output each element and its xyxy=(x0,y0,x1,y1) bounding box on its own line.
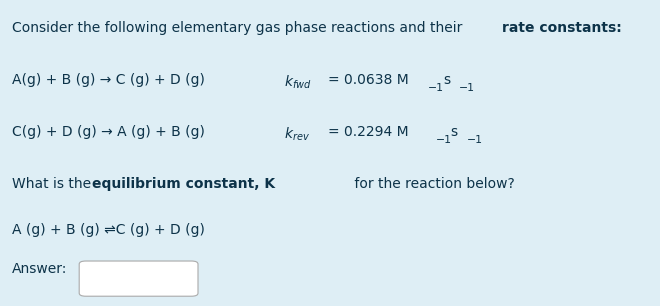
Text: s: s xyxy=(451,125,458,140)
Text: −1: −1 xyxy=(428,83,444,93)
Text: = 0.0638 M: = 0.0638 M xyxy=(328,73,409,88)
Text: = 0.2294 M: = 0.2294 M xyxy=(328,125,409,140)
Text: A (g) + B (g) ⇌C (g) + D (g): A (g) + B (g) ⇌C (g) + D (g) xyxy=(12,223,205,237)
Text: A(g) + B (g) → C (g) + D (g): A(g) + B (g) → C (g) + D (g) xyxy=(12,73,218,88)
Text: C(g) + D (g) → A (g) + B (g): C(g) + D (g) → A (g) + B (g) xyxy=(12,125,218,140)
Text: equilibrium constant, K: equilibrium constant, K xyxy=(92,177,275,192)
Text: $k_{fwd}$: $k_{fwd}$ xyxy=(284,73,312,91)
FancyBboxPatch shape xyxy=(79,261,198,296)
Text: for the reaction below?: for the reaction below? xyxy=(350,177,515,192)
Text: Answer:: Answer: xyxy=(12,262,67,276)
Text: $k_{rev}$: $k_{rev}$ xyxy=(284,125,310,143)
Text: −1: −1 xyxy=(436,135,451,145)
Text: s: s xyxy=(444,73,451,88)
Text: −1: −1 xyxy=(459,83,475,93)
Text: rate constants:: rate constants: xyxy=(502,21,621,35)
Text: −1: −1 xyxy=(467,135,482,145)
Text: Consider the following elementary gas phase reactions and their: Consider the following elementary gas ph… xyxy=(12,21,467,35)
Text: What is the: What is the xyxy=(12,177,96,192)
